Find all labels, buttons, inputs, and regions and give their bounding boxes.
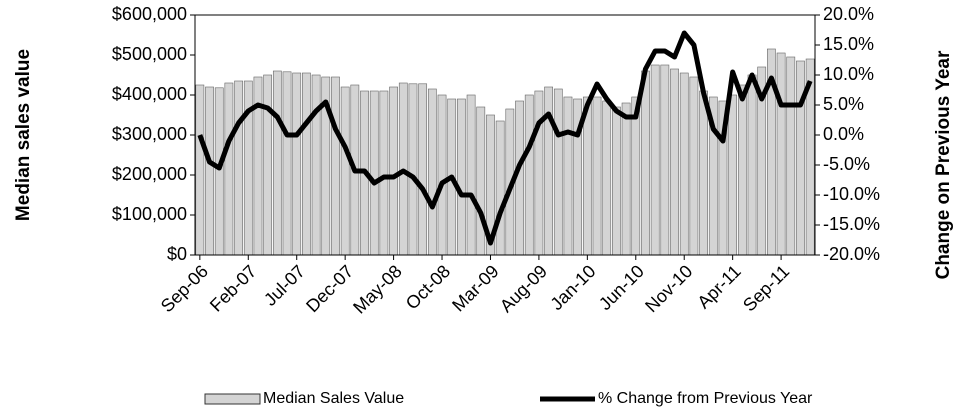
y-tick-label: $600,000 <box>112 4 187 24</box>
bar <box>418 83 428 256</box>
legend-text: % Change from Previous Year <box>598 390 813 407</box>
bar <box>679 72 689 256</box>
bar <box>224 82 234 256</box>
y2-tick-label: 0.0% <box>823 124 864 144</box>
bar <box>340 86 350 256</box>
bar <box>195 84 205 256</box>
bar <box>650 64 660 256</box>
bar <box>302 72 311 256</box>
x-tick-label: May-08 <box>349 261 406 318</box>
y-tick-label: $400,000 <box>112 84 187 104</box>
x-tick-label: Feb-07 <box>206 261 260 315</box>
bar <box>379 90 389 256</box>
x-tick-label: Apr-11 <box>693 261 744 312</box>
bar <box>331 76 340 256</box>
y-tick-label: $500,000 <box>112 44 187 64</box>
bar <box>263 74 273 256</box>
x-tick-label: Aug-09 <box>496 261 551 316</box>
x-tick-label: Sep-06 <box>157 261 212 316</box>
bar <box>292 72 302 256</box>
y2-tick-label: 10.0% <box>823 64 874 84</box>
x-tick-label: Jun-10 <box>595 261 648 314</box>
bar <box>747 74 757 256</box>
bar <box>495 120 505 256</box>
y-axis-title: Median sales value <box>13 49 34 221</box>
legend-swatch <box>204 393 261 405</box>
bar <box>786 56 796 256</box>
y2-tick-label: -10.0% <box>823 184 880 204</box>
bar <box>641 70 650 256</box>
y2-tick-label: -5.0% <box>823 154 870 174</box>
bar <box>689 76 699 256</box>
y2-axis-title: Change on Previous Year <box>933 50 954 279</box>
bar <box>621 102 631 256</box>
bar <box>205 86 214 256</box>
bar <box>282 71 292 256</box>
x-tick-label: Dec-07 <box>302 261 357 316</box>
bar <box>214 87 224 256</box>
y-tick-label: $100,000 <box>112 204 187 224</box>
y2-tick-label: 15.0% <box>823 34 874 54</box>
bar <box>602 100 612 256</box>
x-tick-label: Nov-10 <box>641 261 696 316</box>
bar <box>699 90 708 256</box>
bar <box>670 68 679 256</box>
bar <box>534 90 544 256</box>
bar <box>408 83 418 256</box>
bar <box>311 74 321 256</box>
x-tick-label: Oct-08 <box>402 261 454 313</box>
bar <box>660 64 670 256</box>
y2-tick-label: 20.0% <box>823 4 874 24</box>
bar <box>524 94 534 256</box>
x-tick-label: Sep-11 <box>739 261 793 315</box>
bar <box>776 52 786 256</box>
bar <box>563 96 573 256</box>
bar <box>476 106 486 256</box>
y-tick-label: $0 <box>167 244 187 264</box>
bar <box>737 84 747 256</box>
bar <box>457 98 466 256</box>
bar <box>369 90 379 256</box>
bar <box>592 96 602 256</box>
y2-tick-label: 5.0% <box>823 94 864 114</box>
legend-text: Median Sales Value <box>263 390 404 407</box>
bar <box>728 94 738 256</box>
y2-tick-label: -20.0% <box>823 244 880 264</box>
y-tick-label: $300,000 <box>112 124 187 144</box>
bar <box>427 88 437 256</box>
x-tick-label: Jan-10 <box>546 261 599 314</box>
bar <box>612 106 621 256</box>
bar <box>437 94 447 256</box>
bar <box>466 94 476 256</box>
bar <box>272 70 282 256</box>
y2-tick-label: -15.0% <box>823 214 880 234</box>
bar <box>796 60 805 256</box>
bar <box>389 86 398 256</box>
line <box>197 30 813 246</box>
bar <box>631 96 641 256</box>
bar <box>553 88 563 256</box>
bar <box>234 80 243 256</box>
x-tick-label: Mar-09 <box>448 261 502 315</box>
y-tick-label: $200,000 <box>112 164 187 184</box>
